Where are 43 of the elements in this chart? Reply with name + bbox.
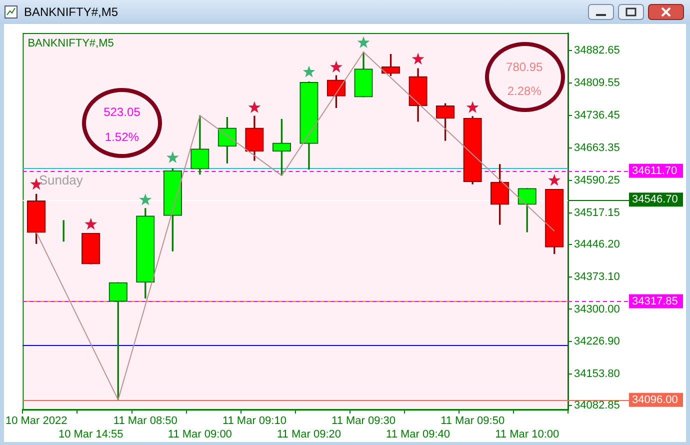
ref-line-label: 34096.00 xyxy=(632,394,678,406)
y-tick-label: 34736.45 xyxy=(574,109,620,122)
y-tick-label: 34517.15 xyxy=(574,206,620,219)
point xyxy=(248,101,261,113)
ref-line-label: 34317.85 xyxy=(632,295,678,308)
point xyxy=(302,66,316,78)
chart-subtitle: BANKNIFTY#,M5 xyxy=(28,38,114,50)
x-tick-label: 11 Mar 09:30 xyxy=(332,415,396,428)
annotation: 780.95 xyxy=(506,60,543,74)
ref-line-label: 34546.70 xyxy=(632,194,678,206)
y-tick-label: 34082.85 xyxy=(574,400,620,412)
y-tick-label: 34373.10 xyxy=(574,270,620,283)
y-tick-label: 34882.65 xyxy=(574,44,620,57)
x-tick-label: 11 Mar 09:00 xyxy=(168,428,232,440)
y-tick-label: 34300.00 xyxy=(574,303,620,316)
annotation: 523.05 xyxy=(104,105,140,120)
y-tick-label: 34446.20 xyxy=(574,238,620,250)
y-tick-label: 34809.55 xyxy=(574,76,620,89)
ref-line-label: 34611.70 xyxy=(632,164,678,177)
annotation: Sunday xyxy=(38,172,83,188)
y-tick-label: 34153.80 xyxy=(574,368,620,380)
y-tick-label: 34663.35 xyxy=(574,142,620,154)
annotation: 1.52% xyxy=(104,130,139,144)
x-tick-label: 11 Mar 09:50 xyxy=(440,415,505,428)
x-tick-label: 10 Mar 14:55 xyxy=(58,428,124,440)
x-tick-label: 11 Mar 09:10 xyxy=(222,415,286,428)
chart-title: BANKNIFTY#,M5 xyxy=(24,5,118,19)
point xyxy=(466,101,479,113)
annotation: 2.28% xyxy=(507,84,542,98)
x-tick-label: 11 Mar 09:40 xyxy=(386,428,450,440)
point xyxy=(84,218,98,230)
point xyxy=(548,174,561,186)
y-tick-label: 34226.90 xyxy=(574,336,620,348)
point xyxy=(330,60,342,72)
x-tick-label: 11 Mar 10:00 xyxy=(495,428,560,440)
x-tick-label: 11 Mar 08:50 xyxy=(113,415,178,428)
y-tick-label: 34590.25 xyxy=(574,174,620,186)
x-tick-label: 10 Mar 2022 xyxy=(5,415,68,428)
point xyxy=(166,151,179,164)
point xyxy=(412,52,424,64)
point xyxy=(139,193,152,206)
point xyxy=(357,36,370,48)
x-tick-label: 11 Mar 09:20 xyxy=(276,428,341,440)
